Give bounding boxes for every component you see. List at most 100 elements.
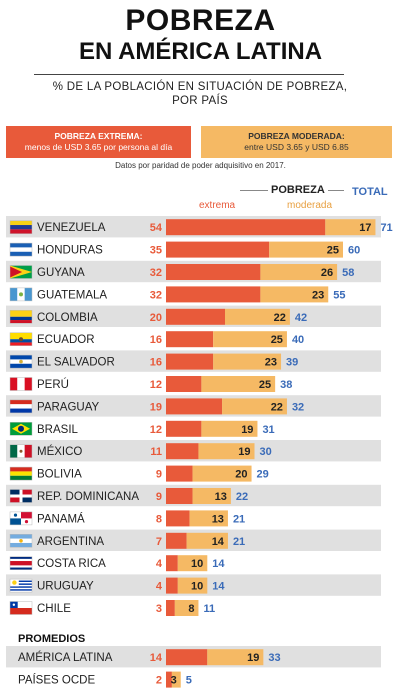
moderate-value: 25 xyxy=(327,245,339,257)
country-label: PAÍSES OCDE xyxy=(18,674,95,687)
bar-moderate xyxy=(222,398,287,415)
colombia-flag-icon xyxy=(9,310,33,324)
total-value: 58 xyxy=(342,267,354,279)
country-label: BOLIVIA xyxy=(37,469,82,481)
moderate-value: 26 xyxy=(321,267,333,279)
country-label: ARGENTINA xyxy=(37,536,104,548)
extreme-value: 32 xyxy=(150,267,162,279)
bar-moderate xyxy=(177,555,208,572)
moderate-value: 23 xyxy=(265,357,277,369)
bar-extreme xyxy=(166,532,187,549)
legend-moderate: POBREZA MODERADA: entre USD 3.65 y USD 6… xyxy=(201,126,392,158)
averages-heading: PROMEDIOS xyxy=(18,633,86,645)
bar-moderate xyxy=(213,353,282,370)
country-label: GUATEMALA xyxy=(37,289,107,301)
extreme-value: 8 xyxy=(156,513,162,525)
extreme-value: 32 xyxy=(150,289,162,301)
moderate-value: 8 xyxy=(188,603,194,615)
extreme-value: 9 xyxy=(156,491,162,503)
moderate-value: 13 xyxy=(215,491,227,503)
bar-moderate xyxy=(325,219,376,236)
header-total: TOTAL xyxy=(352,186,388,198)
bar-moderate xyxy=(192,488,231,504)
moderate-value: 3 xyxy=(171,675,177,687)
extreme-value: 11 xyxy=(150,446,162,458)
bar-moderate xyxy=(201,420,258,437)
country-label: BRASIL xyxy=(37,424,79,436)
chile-flag-icon xyxy=(9,601,33,615)
guatemala-flag-icon xyxy=(9,287,33,302)
header-bracket-left xyxy=(240,190,268,191)
bar-extreme xyxy=(166,398,223,415)
bar-extreme xyxy=(166,577,178,594)
moderate-value: 19 xyxy=(238,446,250,458)
mexico-flag-icon xyxy=(9,444,33,458)
total-value: 5 xyxy=(186,675,192,687)
extreme-value: 4 xyxy=(156,581,163,593)
extreme-value: 19 xyxy=(150,401,162,413)
extreme-value: 2 xyxy=(156,675,162,687)
header-extrema: extrema xyxy=(199,200,236,211)
extreme-value: 4 xyxy=(156,558,163,570)
bar-moderate xyxy=(201,376,276,392)
bar-extreme xyxy=(166,671,172,688)
extreme-value: 7 xyxy=(156,536,162,548)
country-label: REP. DOMINICANA xyxy=(37,491,139,503)
total-value: 21 xyxy=(233,513,245,525)
extreme-value: 35 xyxy=(150,245,162,257)
title-divider xyxy=(34,74,344,75)
moderate-value: 10 xyxy=(191,558,203,570)
moderate-value: 17 xyxy=(359,222,371,234)
bar-extreme xyxy=(166,555,178,572)
total-value: 11 xyxy=(203,603,215,615)
total-value: 55 xyxy=(333,289,345,301)
country-label: CHILE xyxy=(37,603,71,615)
bar-extreme xyxy=(166,376,202,392)
bar-extreme xyxy=(166,219,326,236)
honduras-flag-icon xyxy=(9,242,33,257)
bar-moderate xyxy=(198,443,255,460)
moderate-value: 22 xyxy=(271,401,283,413)
bar-extreme xyxy=(166,510,190,527)
ecuador-flag-icon xyxy=(9,332,33,346)
bar-moderate xyxy=(260,264,338,280)
country-label: ECUADOR xyxy=(37,334,95,346)
bar-extreme xyxy=(166,488,193,504)
legend-extreme: POBREZA EXTREMA: menos de USD 3.65 por p… xyxy=(6,126,191,158)
total-value: 14 xyxy=(212,581,225,593)
venezuela-flag-icon xyxy=(9,220,33,234)
legend-extreme-title: POBREZA EXTREMA: xyxy=(54,131,143,141)
moderate-value: 13 xyxy=(212,513,224,525)
bar-extreme xyxy=(166,241,270,258)
moderate-value: 23 xyxy=(312,289,324,301)
moderate-value: 19 xyxy=(241,424,253,436)
bar-extreme xyxy=(166,600,175,616)
country-label: URUGUAY xyxy=(37,581,94,593)
country-label: VENEZUELA xyxy=(37,222,106,234)
bar-moderate xyxy=(192,465,252,482)
uruguay-flag-icon xyxy=(9,578,33,593)
title-line2: EN AMÉRICA LATINA xyxy=(78,38,323,65)
extreme-value: 16 xyxy=(150,357,162,369)
brasil-flag-icon xyxy=(9,422,33,436)
bar-extreme xyxy=(166,308,225,325)
total-value: 40 xyxy=(292,334,304,346)
bar-extreme xyxy=(166,465,193,482)
total-value: 32 xyxy=(292,401,304,413)
extreme-value: 9 xyxy=(156,469,162,481)
moderate-value: 25 xyxy=(259,379,271,391)
country-label: COLOMBIA xyxy=(37,312,98,324)
country-label: EL SALVADOR xyxy=(37,357,115,369)
total-value: 14 xyxy=(212,558,225,570)
argentina-flag-icon xyxy=(9,534,33,548)
moderate-value: 14 xyxy=(212,536,225,548)
legend-moderate-desc: entre USD 3.65 y USD 6.85 xyxy=(244,142,349,152)
extreme-value: 16 xyxy=(150,334,162,346)
bar-extreme xyxy=(166,353,214,370)
country-label: HONDURAS xyxy=(37,245,103,257)
bar-extreme xyxy=(166,264,261,280)
title-line1: POBREZA xyxy=(125,4,276,37)
header-pobreza: POBREZA xyxy=(271,184,325,196)
bar-moderate xyxy=(171,671,181,688)
costa-rica-flag-icon xyxy=(9,556,33,570)
